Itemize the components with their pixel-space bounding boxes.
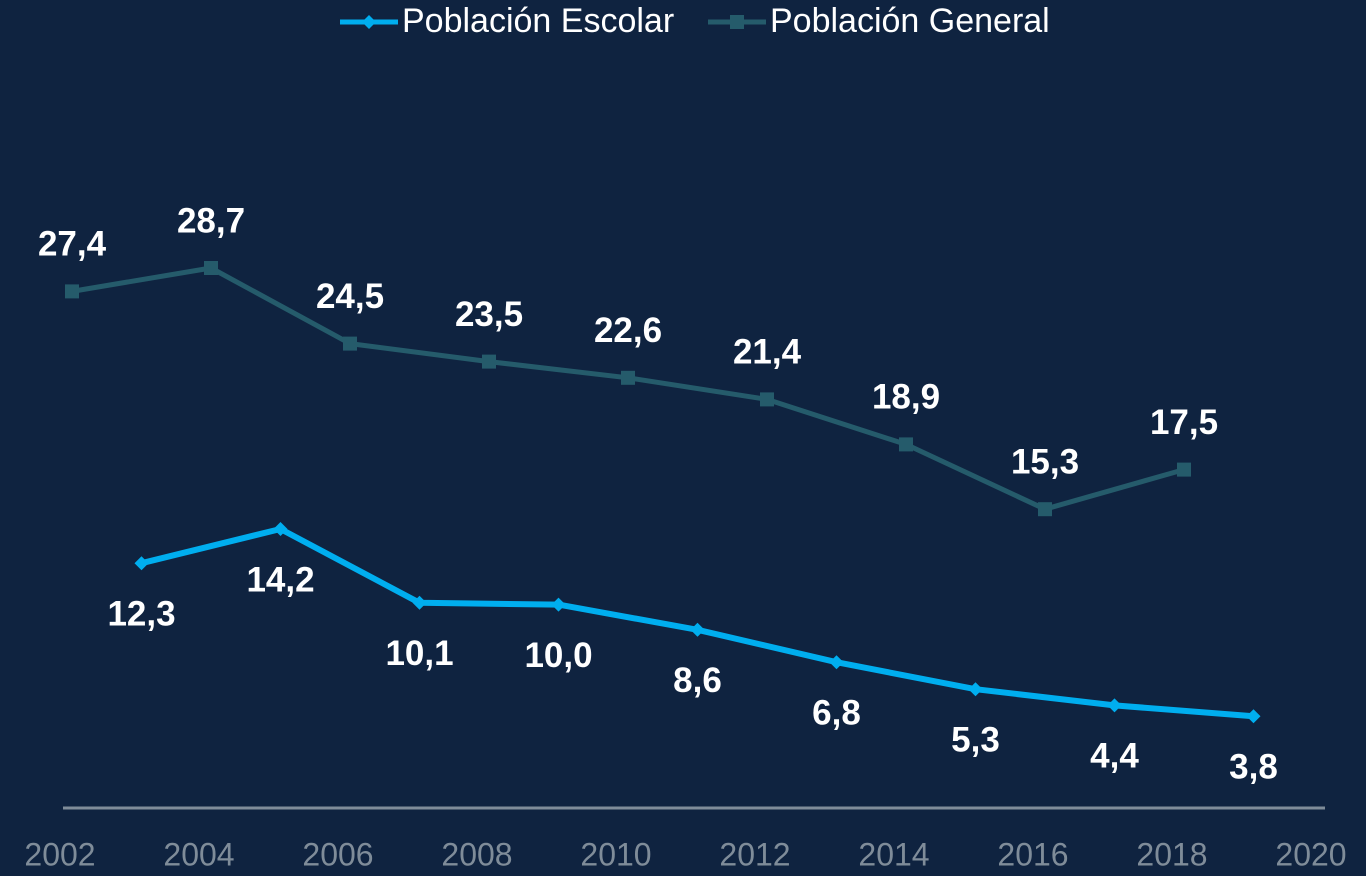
data-point (65, 284, 79, 299)
data-label: 17,5 (1150, 403, 1218, 442)
data-label: 15,3 (1011, 442, 1079, 481)
data-label: 14,2 (246, 560, 314, 599)
data-label: 18,9 (872, 378, 940, 417)
x-tick-label: 2002 (24, 836, 95, 872)
data-label: 24,5 (316, 277, 384, 316)
data-point (482, 354, 496, 369)
data-label: 21,4 (733, 333, 802, 372)
data-point (690, 622, 705, 637)
data-label: 23,5 (455, 295, 523, 334)
data-label: 22,6 (594, 311, 662, 350)
data-label: 10,0 (524, 636, 592, 675)
data-point (760, 392, 774, 407)
data-point (273, 522, 288, 536)
data-point (343, 336, 357, 351)
data-point (899, 437, 913, 452)
data-point (968, 682, 983, 697)
x-tick-label: 2006 (302, 836, 373, 872)
data-label: 6,8 (812, 693, 861, 732)
x-tick-label: 2020 (1275, 836, 1346, 872)
data-label: 3,8 (1229, 747, 1278, 786)
data-label: 28,7 (177, 201, 245, 240)
data-point (621, 370, 635, 385)
legend-label: Población General (770, 2, 1050, 40)
data-point (1246, 709, 1261, 724)
data-point (1177, 462, 1191, 477)
data-point (134, 556, 149, 571)
x-tick-label: 2014 (858, 836, 929, 872)
legend-label: Población Escolar (402, 2, 674, 40)
data-label: 5,3 (951, 720, 1000, 759)
data-point (1038, 502, 1052, 517)
x-tick-label: 2010 (580, 836, 651, 872)
data-label: 4,4 (1090, 737, 1139, 776)
legend-marker (730, 15, 744, 29)
data-label: 8,6 (673, 661, 722, 700)
data-point (1107, 698, 1122, 713)
data-point (829, 655, 844, 670)
data-label: 10,1 (385, 634, 453, 673)
data-point (412, 595, 427, 610)
data-point (204, 261, 218, 275)
data-label: 12,3 (107, 594, 175, 633)
legend-marker (362, 15, 376, 29)
x-tick-label: 2018 (1136, 836, 1207, 872)
data-label: 27,4 (38, 225, 107, 264)
x-tick-label: 2016 (997, 836, 1068, 872)
x-tick-label: 2012 (719, 836, 790, 872)
x-tick-label: 2008 (441, 836, 512, 872)
x-tick-label: 2004 (163, 836, 234, 872)
data-point (551, 597, 566, 612)
